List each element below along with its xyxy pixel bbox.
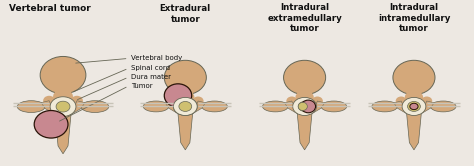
- Ellipse shape: [192, 96, 204, 106]
- Ellipse shape: [179, 101, 191, 111]
- Ellipse shape: [176, 90, 194, 105]
- Polygon shape: [312, 101, 325, 114]
- Ellipse shape: [56, 101, 70, 112]
- Ellipse shape: [298, 102, 307, 111]
- Polygon shape: [192, 101, 205, 114]
- Ellipse shape: [301, 100, 316, 113]
- Polygon shape: [71, 101, 85, 115]
- Text: Spinal cord: Spinal cord: [131, 65, 170, 71]
- Polygon shape: [165, 101, 178, 114]
- Ellipse shape: [17, 101, 45, 113]
- Text: Extradural
tumor: Extradural tumor: [160, 4, 211, 24]
- Ellipse shape: [321, 101, 346, 112]
- Text: Intradural
intramedullary
tumor: Intradural intramedullary tumor: [378, 3, 450, 33]
- Ellipse shape: [263, 101, 288, 112]
- Text: Intradural
extramedullary
tumor: Intradural extramedullary tumor: [267, 3, 342, 33]
- Ellipse shape: [34, 111, 68, 138]
- Ellipse shape: [43, 96, 55, 106]
- Ellipse shape: [372, 101, 398, 112]
- Ellipse shape: [430, 101, 456, 112]
- Polygon shape: [407, 114, 421, 150]
- Ellipse shape: [164, 84, 191, 107]
- Ellipse shape: [143, 101, 169, 112]
- Ellipse shape: [312, 96, 323, 106]
- Polygon shape: [55, 115, 71, 154]
- Ellipse shape: [179, 101, 191, 111]
- Polygon shape: [41, 101, 55, 115]
- Ellipse shape: [396, 96, 407, 106]
- Polygon shape: [178, 114, 192, 150]
- Ellipse shape: [81, 101, 109, 113]
- Text: Dura mater: Dura mater: [131, 74, 171, 80]
- Ellipse shape: [53, 89, 73, 105]
- Ellipse shape: [283, 60, 326, 95]
- Ellipse shape: [293, 97, 317, 116]
- Ellipse shape: [71, 96, 83, 106]
- Text: Vertebral body: Vertebral body: [131, 55, 182, 61]
- Ellipse shape: [164, 60, 206, 95]
- Polygon shape: [394, 101, 407, 114]
- Polygon shape: [421, 101, 434, 114]
- Text: Tumor: Tumor: [131, 83, 152, 89]
- Polygon shape: [284, 101, 297, 114]
- Ellipse shape: [50, 97, 76, 116]
- Ellipse shape: [410, 103, 418, 110]
- Ellipse shape: [40, 56, 86, 94]
- Ellipse shape: [167, 96, 178, 106]
- Ellipse shape: [286, 96, 297, 106]
- Ellipse shape: [408, 101, 420, 111]
- Polygon shape: [297, 114, 312, 150]
- Ellipse shape: [421, 96, 432, 106]
- Ellipse shape: [202, 101, 228, 112]
- Ellipse shape: [405, 90, 423, 105]
- Ellipse shape: [393, 60, 435, 95]
- Text: Vertebral tumor: Vertebral tumor: [9, 4, 91, 13]
- Ellipse shape: [173, 97, 197, 116]
- Ellipse shape: [173, 97, 197, 116]
- Ellipse shape: [402, 97, 426, 116]
- Ellipse shape: [295, 90, 314, 105]
- Ellipse shape: [298, 101, 311, 111]
